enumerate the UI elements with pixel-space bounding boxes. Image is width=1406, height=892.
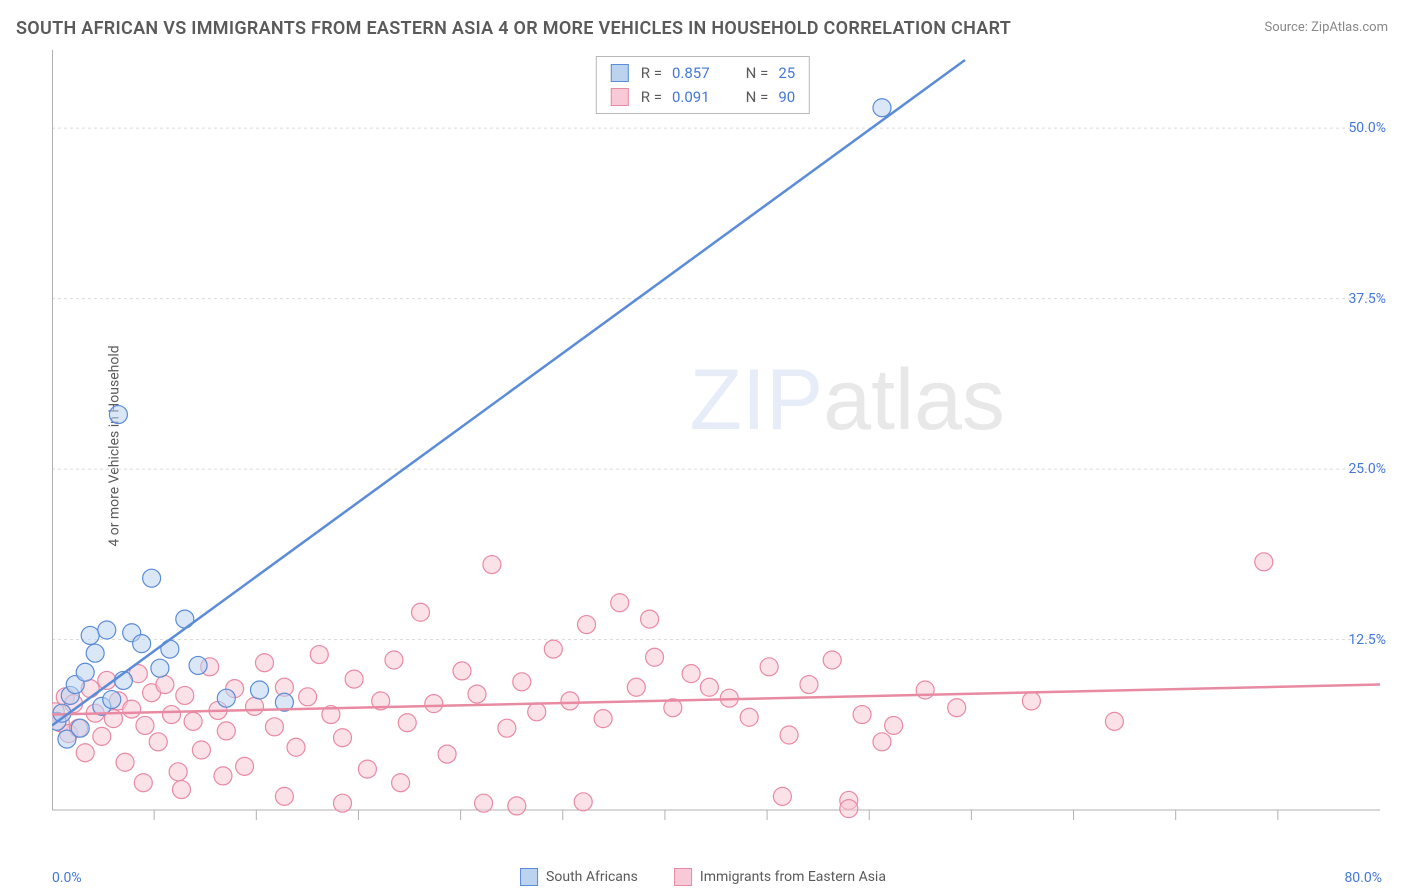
r-label: R = — [641, 61, 662, 85]
series-legend: South Africans Immigrants from Eastern A… — [520, 868, 886, 886]
stats-legend: R = 0.857 N = 25 R = 0.091 N = 90 — [596, 56, 810, 114]
n-label: N = — [746, 61, 769, 85]
y-tick-label: 25.0% — [1348, 461, 1386, 477]
swatch-series-1 — [674, 868, 692, 886]
n-value-1: 90 — [778, 85, 795, 109]
legend-label-1: Immigrants from Eastern Asia — [700, 869, 886, 885]
y-tick-label: 37.5% — [1348, 291, 1386, 307]
y-tick-label: 50.0% — [1348, 120, 1386, 136]
chart-title: SOUTH AFRICAN VS IMMIGRANTS FROM EASTERN… — [16, 18, 1011, 39]
stats-row-1: R = 0.091 N = 90 — [611, 85, 795, 109]
svg-text:ZIPatlas: ZIPatlas — [689, 352, 1004, 448]
r-value-0: 0.857 — [672, 61, 710, 85]
swatch-series-0 — [611, 64, 629, 82]
legend-item-1: Immigrants from Eastern Asia — [674, 868, 886, 886]
legend-label-0: South Africans — [546, 869, 638, 885]
swatch-series-0 — [520, 868, 538, 886]
source-label: Source: ZipAtlas.com — [1264, 20, 1388, 35]
n-label: N = — [746, 85, 769, 109]
plot-svg: ZIPatlas — [52, 50, 1380, 840]
x-axis-max-label: 80.0% — [1344, 870, 1382, 886]
stats-row-0: R = 0.857 N = 25 — [611, 61, 795, 85]
y-tick-label: 12.5% — [1348, 632, 1386, 648]
scatter-plot: ZIPatlas — [52, 50, 1380, 840]
x-axis-min-label: 0.0% — [52, 870, 82, 886]
legend-item-0: South Africans — [520, 868, 638, 886]
r-value-1: 0.091 — [672, 85, 710, 109]
swatch-series-1 — [611, 88, 629, 106]
n-value-0: 25 — [778, 61, 795, 85]
r-label: R = — [641, 85, 662, 109]
